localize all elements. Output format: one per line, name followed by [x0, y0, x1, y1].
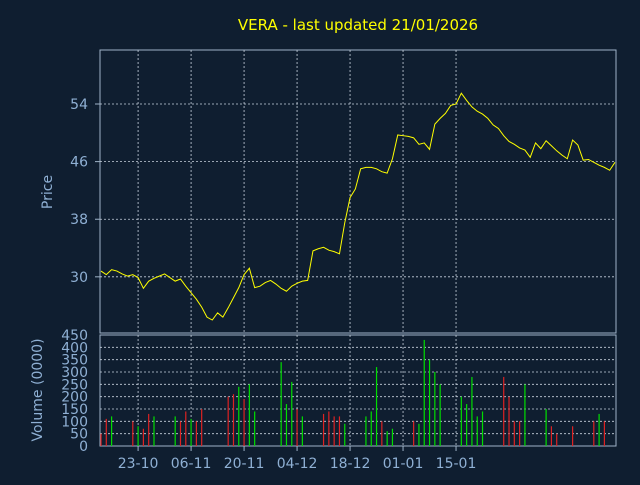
- volume-plot-frame: [99, 334, 617, 447]
- volume-y-tick-label: 450: [61, 328, 88, 344]
- volume-y-tick-label: 50: [70, 427, 88, 443]
- price-y-tick-label: 54: [70, 97, 88, 113]
- price-plot-frame: [99, 49, 617, 334]
- volume-y-tick-label: 150: [61, 402, 88, 418]
- x-tick-label: 23-10: [118, 456, 159, 472]
- volume-y-tick-label: 0: [79, 439, 88, 455]
- volume-bars: [100, 339, 606, 446]
- volume-y-tick-label: 250: [61, 377, 88, 393]
- volume-y-tick-label: 200: [61, 390, 88, 406]
- price-grid: [95, 50, 616, 333]
- volume-grid: [100, 335, 616, 446]
- volume-y-tick-label: 300: [61, 365, 88, 381]
- volume-y-tick-label: 400: [61, 340, 88, 356]
- x-tick-label: 04-12: [277, 456, 318, 472]
- x-tick-label: 01-01: [383, 456, 424, 472]
- volume-y-tick-label: 100: [61, 414, 88, 430]
- price-y-axis: 30 38 46 54: [70, 97, 88, 286]
- price-y-tick-label: 30: [70, 270, 88, 286]
- volume-y-axis-label: Volume (0000): [30, 338, 46, 441]
- x-tick-label: 06-11: [171, 456, 212, 472]
- chart-title: VERA - last updated 21/01/2026: [238, 16, 478, 34]
- price-panel: 30 38 46 54 Price: [40, 49, 617, 334]
- price-y-axis-label: Price: [40, 175, 56, 209]
- price-y-tick-label: 46: [70, 155, 88, 171]
- price-series-line: [100, 92, 616, 321]
- x-tick-label: 18-12: [330, 456, 371, 472]
- x-tick-label: 20-11: [224, 456, 265, 472]
- x-tick-label: 15-01: [436, 456, 477, 472]
- volume-y-tick-label: 350: [61, 353, 88, 369]
- date-x-axis: 23-10 06-11 20-11 04-12 18-12 01-01 15-01: [118, 446, 477, 472]
- price-y-tick-label: 38: [70, 212, 88, 228]
